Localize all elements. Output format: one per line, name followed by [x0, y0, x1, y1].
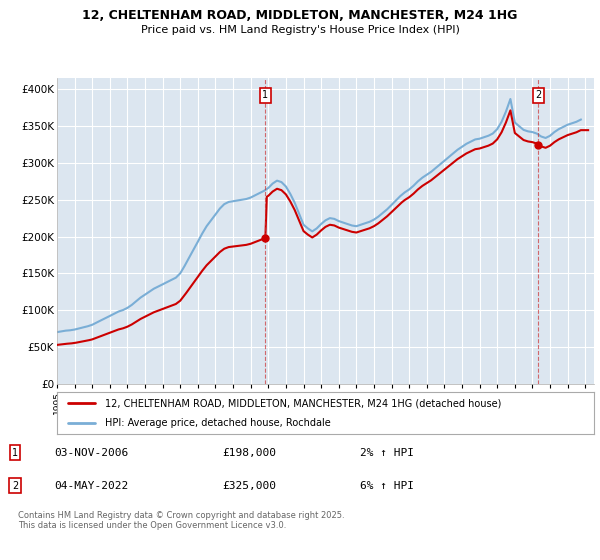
Text: Contains HM Land Registry data © Crown copyright and database right 2025.
This d: Contains HM Land Registry data © Crown c… [18, 511, 344, 530]
Text: 2: 2 [535, 90, 541, 100]
Text: 03-NOV-2006: 03-NOV-2006 [54, 448, 128, 458]
Text: £198,000: £198,000 [222, 448, 276, 458]
Text: £325,000: £325,000 [222, 481, 276, 491]
Text: 1: 1 [262, 90, 269, 100]
Text: 6% ↑ HPI: 6% ↑ HPI [360, 481, 414, 491]
Text: 04-MAY-2022: 04-MAY-2022 [54, 481, 128, 491]
Text: 12, CHELTENHAM ROAD, MIDDLETON, MANCHESTER, M24 1HG: 12, CHELTENHAM ROAD, MIDDLETON, MANCHEST… [82, 9, 518, 22]
Text: Price paid vs. HM Land Registry's House Price Index (HPI): Price paid vs. HM Land Registry's House … [140, 25, 460, 35]
Text: 12, CHELTENHAM ROAD, MIDDLETON, MANCHESTER, M24 1HG (detached house): 12, CHELTENHAM ROAD, MIDDLETON, MANCHEST… [106, 398, 502, 408]
Text: 2: 2 [12, 481, 18, 491]
Text: HPI: Average price, detached house, Rochdale: HPI: Average price, detached house, Roch… [106, 418, 331, 428]
Text: 2% ↑ HPI: 2% ↑ HPI [360, 448, 414, 458]
Text: 1: 1 [12, 448, 18, 458]
